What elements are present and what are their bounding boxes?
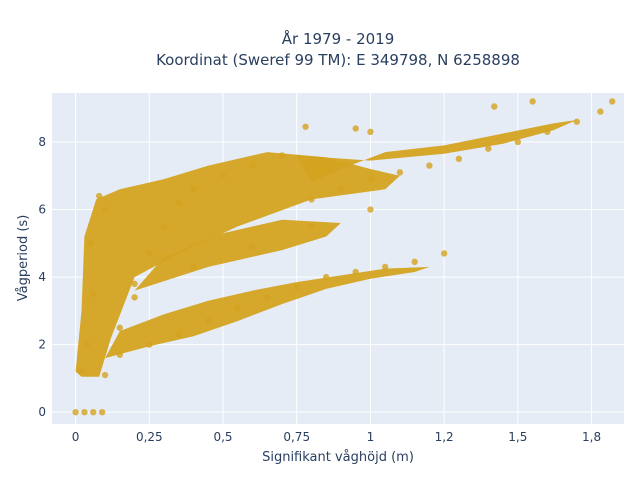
data-point [308,223,315,230]
data-point [101,206,109,213]
data-point [411,258,418,266]
x-tick-label: 1,5 [508,430,527,444]
chart-title-line-1: År 1979 - 2019 [282,29,395,48]
data-point [440,250,448,257]
data-point [116,351,124,358]
x-tick-label: 0 [72,430,80,444]
data-point [323,273,330,281]
data-point [90,408,97,416]
data-point [426,162,433,169]
data-point [573,118,581,125]
x-tick-label: 1,8 [582,430,601,444]
chart-title-line-2: Koordinat (Sweref 99 TM): E 349798, N 62… [156,51,520,69]
data-point [381,263,389,271]
y-tick-label: 4 [38,270,46,284]
data-point [293,284,300,291]
data-point [175,199,182,206]
data-point [249,243,256,250]
data-point [544,128,551,136]
data-point [190,186,197,193]
data-point [529,98,536,105]
data-point [396,169,404,176]
data-point [131,280,138,288]
x-tick-label: 1,2 [435,430,454,444]
data-point [352,125,359,132]
data-point [491,103,498,110]
data-point [278,152,286,159]
data-point [146,341,153,348]
data-point [367,175,374,183]
data-point [98,408,106,416]
data-point [234,304,241,311]
data-point [352,268,359,276]
data-point [95,192,103,200]
y-tick-label: 8 [38,135,46,149]
y-tick-label: 2 [38,338,46,352]
lower-wave-branch [105,266,430,359]
upper-tail-region [296,120,577,183]
main-density-region [75,152,400,377]
axis-ticks: 0 0,25 0,5 0,75 1 1,2 1,5 1,8 0 2 4 6 8 [38,135,601,444]
data-point [302,123,309,130]
data-point [84,341,91,348]
data-point [72,408,79,416]
data-point [146,250,153,257]
data-point [205,317,212,325]
data-point [264,294,271,301]
data-point [190,263,197,271]
x-axis-label: Signifikant våghöjd (m) [262,450,414,465]
x-tick-label: 1 [367,430,375,444]
y-tick-label: 6 [38,203,46,217]
data-point [131,294,138,301]
data-point [81,408,88,416]
data-point [116,324,124,331]
data-point [78,368,85,375]
data-point [219,172,227,179]
data-point [87,240,94,247]
x-tick-label: 0,75 [283,430,310,444]
data-point [101,371,109,379]
scatter-points [72,98,616,416]
data-point [337,186,345,193]
x-tick-label: 0,25 [136,430,163,444]
data-point [175,331,182,338]
x-tick-label: 0,5 [213,430,232,444]
y-tick-label: 0 [38,405,46,419]
data-point [367,206,374,213]
mid-density-region [134,219,341,291]
data-point [90,290,97,298]
data-point [308,196,315,203]
data-point [367,128,374,136]
data-point [485,145,492,152]
scatter-density-bands [75,120,577,377]
y-axis-label: Vågperiod (s) [16,215,31,302]
data-point [514,138,522,146]
data-point [609,98,616,105]
data-point [455,155,463,163]
data-point [597,108,604,115]
data-point [249,162,256,169]
data-point [160,223,168,230]
